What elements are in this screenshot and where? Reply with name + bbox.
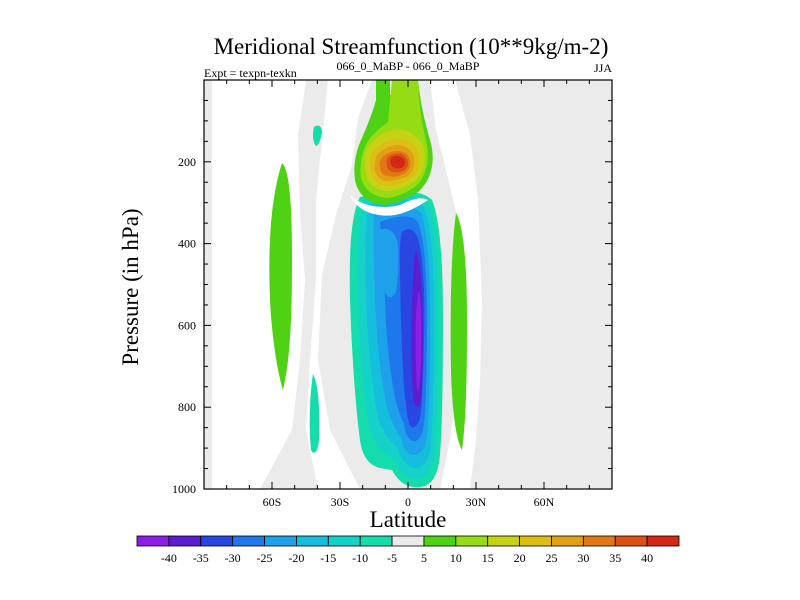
colorbar-swatch — [136, 535, 170, 547]
colorbar-swatch — [455, 535, 489, 547]
x-tick-label: 60N — [534, 495, 555, 509]
colorbar-label: 5 — [421, 551, 427, 565]
colorbar-swatch — [296, 535, 329, 547]
northern-upper-cell — [350, 80, 433, 216]
chart-title: Meridional Streamfunction (10**9kg/m-2) — [214, 34, 609, 59]
colorbar-swatch — [614, 535, 648, 547]
right-subtitle: JJA — [594, 61, 612, 75]
colorbar-label: 10 — [450, 551, 462, 565]
colorbar-label: 30 — [577, 551, 589, 565]
x-axis-label: Latitude — [370, 507, 447, 532]
colorbar-label: 15 — [482, 551, 494, 565]
x-axis: 60S 30S 0 30N 60N — [226, 80, 590, 509]
colorbar-swatch — [423, 535, 457, 547]
colorbar-label: 20 — [514, 551, 526, 565]
southern-hemisphere-cell — [349, 191, 443, 488]
left-subtitle: Expt = texpn-texkn — [204, 66, 297, 80]
colorbar-swatch — [168, 535, 202, 547]
nh-subtropical-band — [450, 213, 467, 450]
x-tick-label: 30N — [466, 495, 487, 509]
y-tick-label: 600 — [178, 318, 196, 332]
colorbar-label: 25 — [545, 551, 557, 565]
sh-small-negative-upper — [312, 125, 322, 146]
colorbar-swatch — [582, 535, 616, 547]
y-tick-label: 400 — [178, 237, 196, 251]
colorbar-swatch — [391, 535, 425, 547]
colorbar: -40 -35 -30 -25 -20 -15 -10 -5 5 10 15 20 25 30 35 40 — [136, 535, 680, 565]
colorbar-swatch — [519, 535, 552, 547]
colorbar-swatch — [646, 535, 680, 547]
colorbar-swatch — [264, 535, 297, 547]
contour-field — [212, 80, 482, 489]
colorbar-label: -20 — [288, 551, 304, 565]
colorbar-label: 35 — [609, 551, 621, 565]
colorbar-swatch — [232, 535, 265, 547]
y-tick-label: 800 — [178, 400, 196, 414]
sh-midlatitude-band — [269, 163, 292, 390]
colorbar-label: -35 — [193, 551, 209, 565]
x-tick-label: 0 — [405, 495, 411, 509]
colorbar-label: -5 — [387, 551, 397, 565]
sh-small-negative-lower — [309, 374, 320, 453]
x-tick-label: 30S — [331, 495, 350, 509]
colorbar-swatch — [551, 535, 584, 547]
colorbar-swatch — [200, 535, 234, 547]
center-subtitle: 066_0_MaBP - 066_0_MaBP — [337, 59, 480, 73]
colorbar-label: -25 — [257, 551, 273, 565]
y-tick-label: 200 — [178, 155, 196, 169]
x-tick-label: 60S — [263, 495, 282, 509]
colorbar-swatch — [327, 535, 361, 547]
colorbar-label: 40 — [641, 551, 653, 565]
colorbar-label: -40 — [161, 551, 177, 565]
colorbar-label: -10 — [352, 551, 368, 565]
colorbar-swatch — [359, 535, 393, 547]
colorbar-label: -15 — [320, 551, 336, 565]
colorbar-swatch — [487, 535, 520, 547]
colorbar-label: -30 — [225, 551, 241, 565]
y-axis: 200 400 600 800 1000 — [172, 99, 612, 496]
y-tick-label: 1000 — [172, 482, 196, 496]
y-axis-label: Pressure (in hPa) — [118, 208, 143, 365]
